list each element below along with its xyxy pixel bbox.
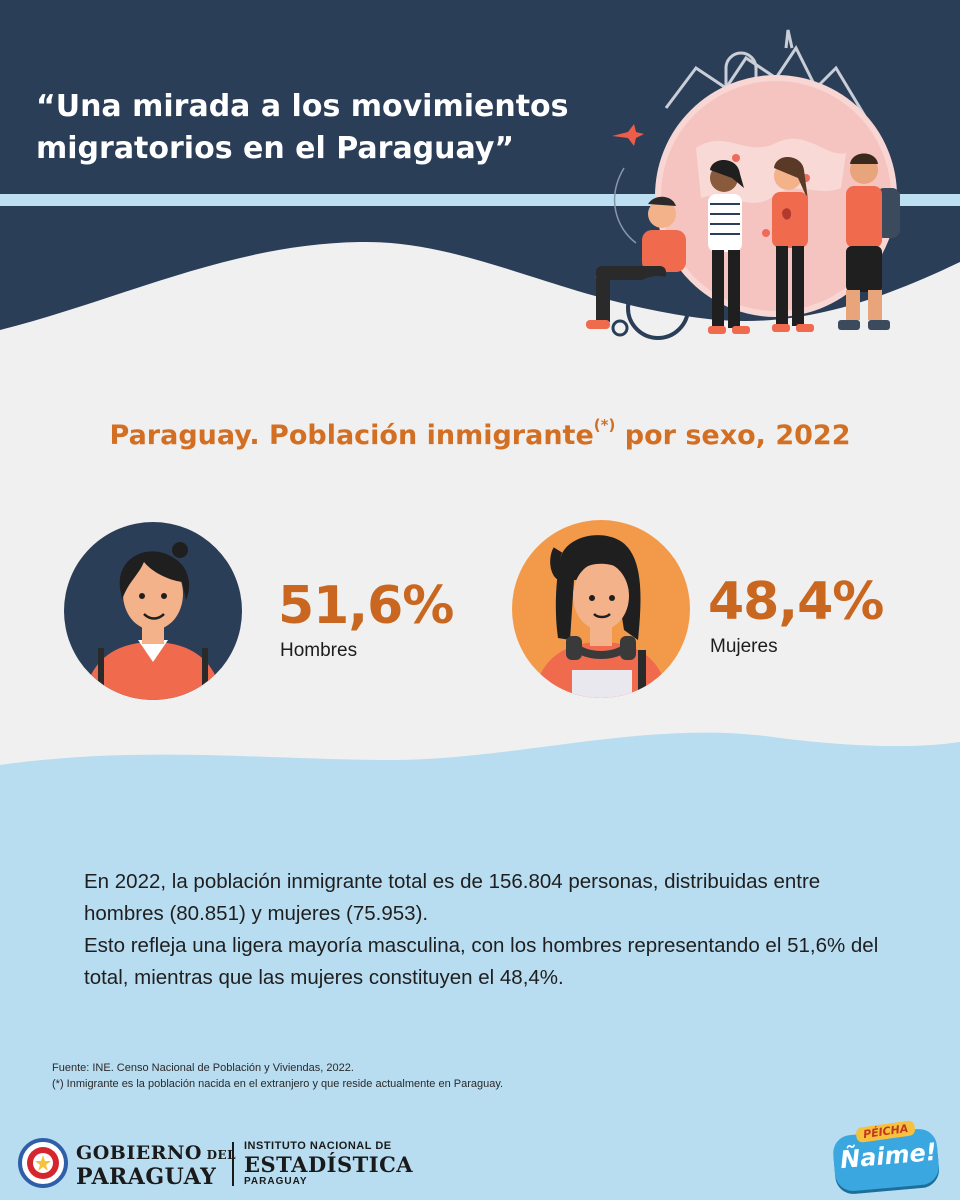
summary-paragraph: En 2022, la población inmigrante total e… [84, 866, 884, 994]
female-percentage: 48,4% [708, 572, 884, 632]
paraguay-text: PARAGUAY [76, 1164, 217, 1190]
gobierno-del: DEL [201, 1148, 237, 1162]
summary-line-1: En 2022, la población inmigrante total e… [84, 870, 821, 925]
ine-line-3: PARAGUAY [244, 1176, 308, 1187]
female-label: Mujeres [710, 636, 778, 657]
source-line: Fuente: INE. Censo Nacional de Población… [52, 1062, 354, 1074]
migrants-illustration [586, 29, 900, 340]
gobierno-word: GOBIERNO [76, 1142, 202, 1164]
bottom-blue-band [0, 732, 960, 1200]
male-label: Hombres [280, 640, 358, 661]
footnote-line: (*) Inmigrante es la población nacida en… [52, 1078, 504, 1090]
chart-title-text: Paraguay. Población inmigrante [109, 420, 594, 451]
woman-avatar-icon [512, 520, 690, 698]
paraguay-seal-icon [18, 1138, 68, 1188]
gobierno-text: GOBIERNO DEL [76, 1142, 236, 1164]
logo-divider [232, 1142, 234, 1186]
peicha-naime-badge: Ñaime! PÉICHA [831, 1119, 942, 1193]
ine-line-1: INSTITUTO NACIONAL DE [244, 1140, 392, 1152]
source-notes: Fuente: INE. Censo Nacional de Población… [52, 1060, 503, 1092]
ine-line-2: ESTADÍSTICA [244, 1152, 414, 1177]
man-avatar-icon [64, 522, 242, 700]
male-percentage: 51,6% [278, 576, 454, 636]
government-logo: GOBIERNO DEL PARAGUAY INSTITUTO NACIONAL… [18, 1134, 418, 1194]
chart-title-suffix: por sexo, 2022 [615, 420, 851, 451]
footnote-mark: (*) [593, 416, 616, 434]
summary-line-2: Esto refleja una ligera mayoría masculin… [84, 934, 879, 989]
chart-title: Paraguay. Población inmigrante(*) por se… [0, 416, 960, 451]
page-title: “Una mirada a los movimientos migratorio… [36, 89, 569, 166]
